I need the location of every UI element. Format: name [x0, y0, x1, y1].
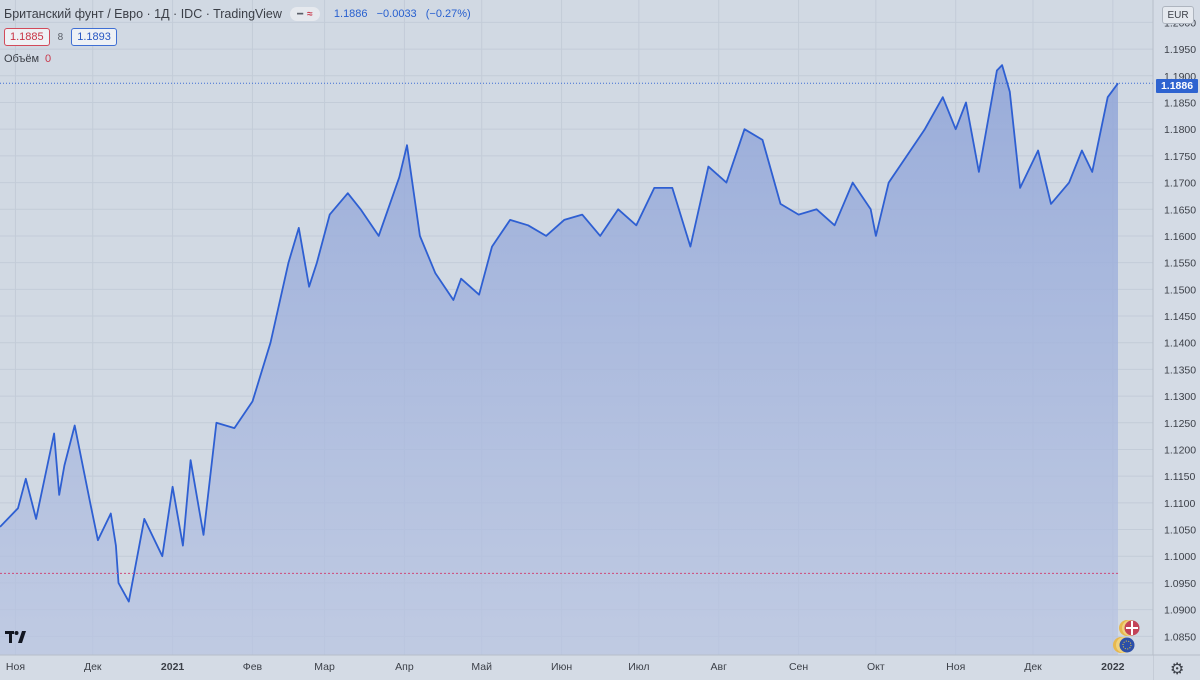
x-tick-label: 2021 — [161, 661, 185, 673]
x-tick-label: Сен — [789, 661, 808, 673]
x-tick-label: Мар — [314, 661, 335, 673]
x-tick-label: Фев — [243, 661, 263, 673]
currency-flags-icon[interactable] — [1110, 618, 1144, 658]
volume-legend[interactable]: Объём 0 — [4, 53, 51, 65]
y-tick-label: 1.1700 — [1164, 178, 1196, 190]
x-tick-label: Ноя — [946, 661, 965, 673]
y-tick-label: 1.1550 — [1164, 258, 1196, 270]
sell-button[interactable]: 1.1885 — [4, 28, 50, 46]
series-line — [0, 64, 1119, 603]
x-tick-label: Июн — [551, 661, 572, 673]
chart-header: Британский фунт / Евро · 1Д · IDC · Trad… — [4, 7, 477, 21]
x-tick-label: Апр — [395, 661, 414, 673]
y-tick-label: 1.1850 — [1164, 97, 1196, 109]
gear-icon[interactable]: ⚙ — [1170, 661, 1185, 678]
y-tick-label: 1.1400 — [1164, 338, 1196, 350]
series-area-fill — [0, 65, 1118, 656]
x-tick-label: Авг — [711, 661, 728, 673]
y-tick-label: 1.1450 — [1164, 311, 1196, 323]
buy-button[interactable]: 1.1893 — [71, 28, 117, 46]
quote-summary: 1.1886 −0.0033 (−0.27%) — [334, 8, 477, 20]
wave-icon: ≈ — [307, 8, 313, 20]
current-price-tag: 1.1886 — [1156, 79, 1198, 93]
price-change-pct: (−0.27%) — [425, 8, 471, 20]
y-tick-label: 1.1300 — [1164, 391, 1196, 403]
x-tick-label: Дек — [1024, 661, 1042, 673]
y-tick-label: 1.0950 — [1164, 578, 1196, 590]
y-tick-label: 1.1950 — [1164, 44, 1196, 56]
x-tick-label: Июл — [628, 661, 649, 673]
spread-value: 8 — [57, 31, 64, 43]
y-tick-label: 1.1050 — [1164, 525, 1196, 537]
indicator-toggle[interactable]: ━ ≈ — [289, 7, 320, 21]
x-tick-label: Ноя — [6, 661, 25, 673]
minus-icon: ━ — [297, 8, 304, 20]
y-tick-label: 1.1000 — [1164, 551, 1196, 563]
price-axis-panel — [1153, 0, 1200, 680]
chart-title[interactable]: Британский фунт / Евро · 1Д · IDC · Trad… — [4, 7, 282, 21]
x-tick-label: Дек — [84, 661, 102, 673]
chart-area — [0, 64, 1119, 656]
y-tick-label: 1.1350 — [1164, 364, 1196, 376]
price-change: −0.0033 — [376, 8, 417, 20]
x-tick-label: Окт — [867, 661, 885, 673]
y-tick-label: 1.1500 — [1164, 284, 1196, 296]
y-tick-label: 1.0850 — [1164, 631, 1196, 643]
reference-lines — [0, 82, 1153, 574]
y-tick-label: 1.1200 — [1164, 444, 1196, 456]
y-tick-label: 1.1750 — [1164, 151, 1196, 163]
last-price: 1.1886 — [333, 8, 368, 20]
tradingview-logo[interactable] — [5, 630, 27, 648]
time-axis-panel — [0, 655, 1153, 680]
x-tick-label: 2022 — [1101, 661, 1125, 673]
volume-label: Объём — [4, 53, 40, 65]
volume-value: 0 — [45, 53, 52, 65]
x-tick-label: Май — [471, 661, 492, 673]
y-tick-label: 1.1600 — [1164, 231, 1196, 243]
y-tick-label: 1.0900 — [1164, 605, 1196, 617]
y-tick-label: 1.1100 — [1164, 498, 1195, 510]
y-tick-label: 1.1800 — [1164, 124, 1196, 136]
y-tick-label: 1.1250 — [1164, 418, 1196, 430]
tradingview-logo-icon — [5, 631, 26, 643]
y-tick-label: 1.1650 — [1164, 204, 1196, 216]
currency-selector[interactable]: EUR — [1162, 6, 1194, 24]
y-tick-label: 1.1150 — [1164, 471, 1195, 483]
bid-ask-badges: 1.1885 8 1.1893 — [4, 28, 117, 46]
